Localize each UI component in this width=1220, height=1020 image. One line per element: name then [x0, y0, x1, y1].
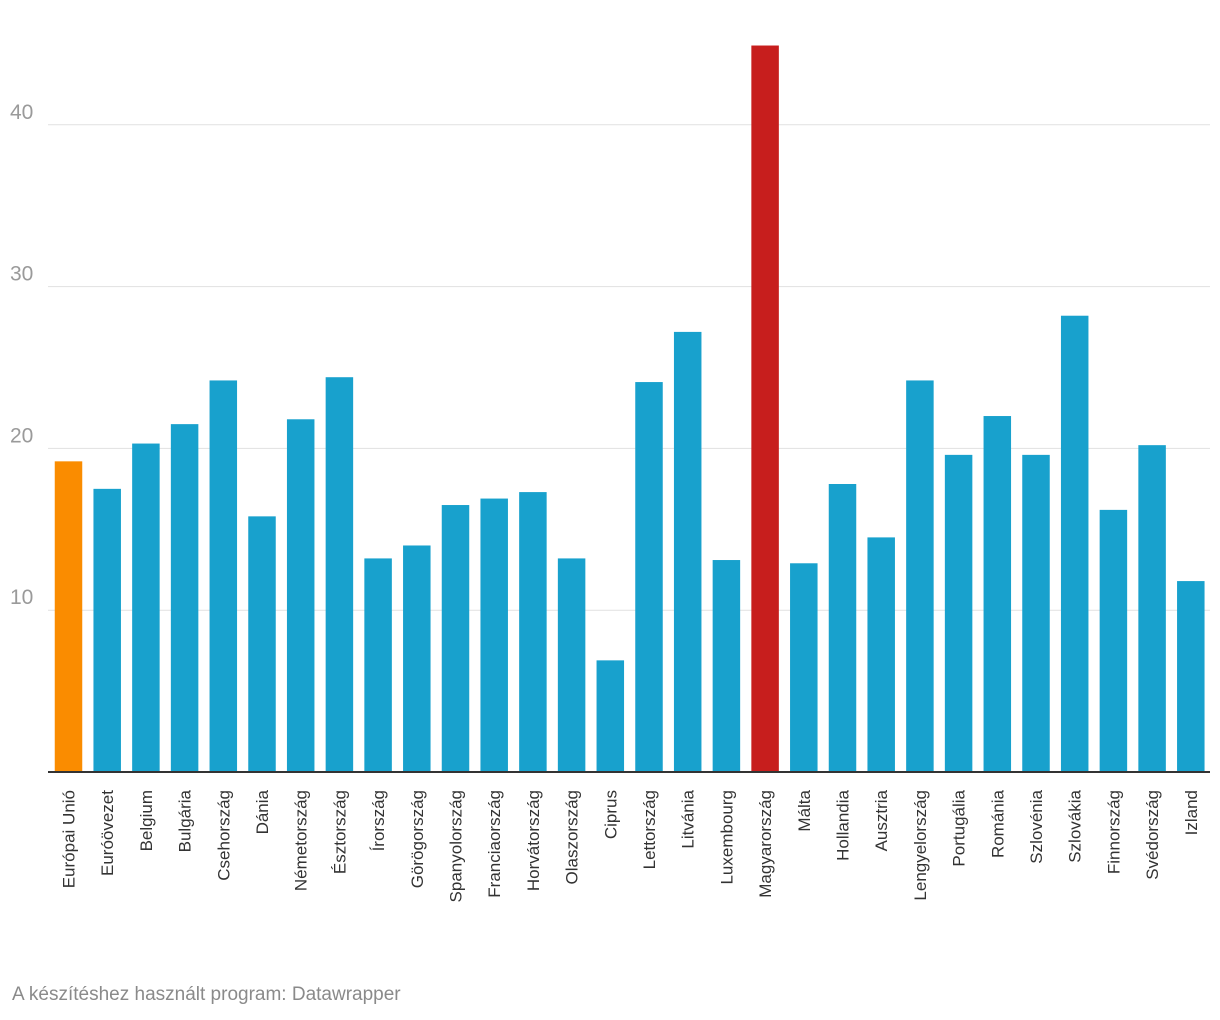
y-tick-label-40: 40: [10, 101, 33, 124]
category-label-17: Litvánia: [679, 789, 698, 848]
category-label-16: Lettország: [640, 790, 659, 869]
category-label-3: Belgium: [137, 790, 156, 851]
bar-30: [1177, 581, 1205, 772]
bar-24: [944, 454, 973, 772]
category-label-1: Európai Unió: [60, 790, 79, 888]
bar-13: [519, 492, 547, 772]
bar-19: [751, 45, 779, 772]
bar-25: [983, 416, 1012, 772]
y-tick-label-10: 10: [10, 586, 33, 609]
category-label-7: Németország: [292, 790, 311, 891]
category-label-14: Olaszország: [563, 790, 582, 884]
category-label-27: Szlovákia: [1066, 789, 1085, 862]
category-label-8: Észtország: [330, 790, 349, 874]
category-label-11: Spanyolország: [447, 790, 466, 902]
category-label-30: Izland: [1182, 790, 1201, 835]
bar-23: [906, 380, 934, 772]
bar-10: [403, 545, 431, 772]
category-label-29: Svédország: [1143, 790, 1162, 880]
grid-lines: 10 20 30 40: [10, 101, 1210, 611]
footer-credit: A készítéshez használt program: Datawrap…: [12, 984, 401, 1005]
category-label-5: Csehország: [214, 790, 233, 881]
bar-5: [209, 380, 238, 772]
bar-chart: 10 20 30 40 Európai Unió Euróövezet Belgium Bu…: [10, 45, 1210, 902]
bar-27: [1060, 315, 1089, 772]
category-label-2: Euróövezet: [98, 790, 117, 876]
bar-9: [364, 558, 392, 772]
category-label-23: Lengyelország: [911, 790, 930, 901]
bar-14: [557, 558, 586, 772]
bar-18: [712, 560, 741, 772]
category-label-9: Írország: [369, 790, 388, 851]
bar-22: [867, 537, 895, 772]
bar-2: [93, 488, 121, 772]
category-label-15: Ciprus: [601, 790, 620, 839]
bar-15: [596, 660, 625, 772]
bar-26: [1022, 454, 1050, 772]
category-label-20: Málta: [795, 789, 814, 831]
category-label-24: Portugália: [950, 789, 969, 866]
category-label-10: Görögország: [408, 790, 427, 888]
bar-7: [286, 419, 315, 772]
bar-21: [828, 484, 857, 772]
category-label-19: Magyarország: [756, 790, 775, 898]
category-label-22: Ausztria: [872, 789, 891, 851]
category-label-21: Hollandia: [834, 789, 853, 860]
bar-17: [673, 331, 702, 772]
bar-12: [480, 498, 508, 772]
bar-11: [441, 505, 470, 772]
bar-20: [790, 563, 818, 772]
bars: [54, 45, 1205, 772]
bar-28: [1099, 509, 1128, 772]
category-label-6: Dánia: [253, 789, 272, 834]
y-tick-label-20: 20: [10, 424, 33, 447]
category-label-13: Horvátország: [524, 790, 543, 891]
bar-29: [1138, 445, 1166, 772]
bar-1: [54, 461, 83, 772]
category-label-25: Románia: [988, 789, 1007, 858]
y-tick-label-30: 30: [10, 263, 33, 286]
bar-3: [132, 443, 160, 772]
category-label-18: Luxembourg: [717, 790, 736, 885]
bar-8: [325, 377, 354, 772]
bar-16: [635, 382, 663, 772]
category-label-28: Finnország: [1104, 790, 1123, 874]
category-labels: Európai Unió Euróövezet Belgium Bulgária Cse…: [60, 789, 1201, 902]
category-label-4: Bulgária: [176, 789, 195, 852]
category-label-12: Franciaország: [485, 790, 504, 898]
bar-6: [248, 516, 276, 772]
category-label-26: Szlovénia: [1027, 789, 1046, 863]
bar-4: [170, 424, 199, 772]
